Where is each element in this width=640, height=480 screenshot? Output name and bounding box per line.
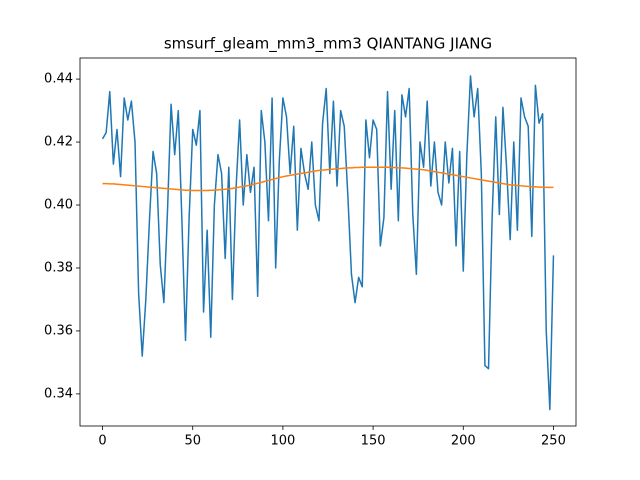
x-tick-label: 250 bbox=[541, 434, 566, 449]
plot-frame bbox=[79, 57, 577, 427]
y-tick-label: 0.44 bbox=[44, 72, 73, 87]
y-tick-label: 0.34 bbox=[44, 386, 73, 401]
x-tick-label: 100 bbox=[270, 434, 295, 449]
y-tick-label: 0.40 bbox=[44, 198, 73, 213]
series-line bbox=[102, 166, 554, 192]
x-tick-label: 50 bbox=[184, 434, 201, 449]
y-tick-label: 0.42 bbox=[44, 135, 73, 150]
x-tick-label: 0 bbox=[98, 434, 106, 449]
x-tick-label: 200 bbox=[451, 434, 476, 449]
y-tick-label: 0.36 bbox=[44, 323, 73, 338]
y-tick-label: 0.38 bbox=[44, 260, 73, 275]
chart-title: smsurf_gleam_mm3_mm3 QIANTANG JIANG bbox=[164, 35, 492, 54]
x-tick-label: 150 bbox=[361, 434, 386, 449]
series-line bbox=[101, 75, 555, 411]
